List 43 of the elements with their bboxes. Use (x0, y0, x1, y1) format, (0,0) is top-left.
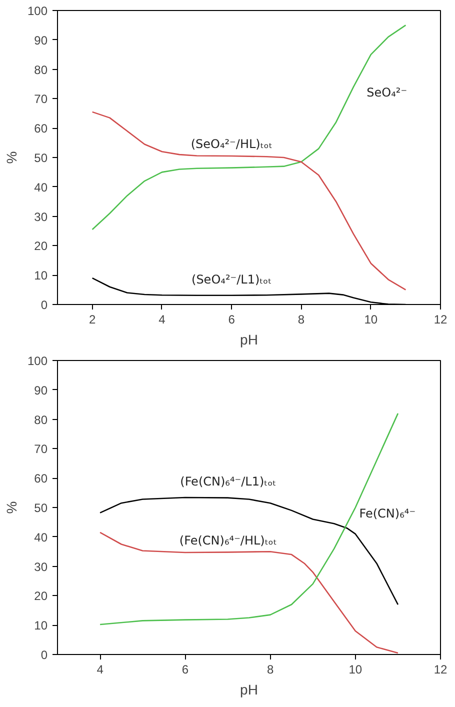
series-label: (SeO₄²⁻/HL)ₜₒₜ (190, 137, 272, 152)
y-tick-label: 0 (40, 298, 48, 312)
series-label: (Fe(CN)₆⁴⁻/HL)ₜₒₜ (179, 533, 277, 548)
x-tick-label: 8 (266, 662, 274, 676)
x-axis-title: pH (240, 682, 258, 698)
y-tick-label: 60 (34, 122, 48, 136)
y-tick-label: 0 (40, 648, 48, 662)
y-axis-title: % (3, 501, 20, 514)
x-tick-label: 12 (434, 662, 448, 676)
y-tick-label: 10 (34, 618, 48, 633)
series-label: SeO₄²⁻ (366, 86, 408, 100)
y-tick-label: 70 (34, 92, 48, 106)
x-tick-label: 4 (96, 662, 104, 676)
y-axis-title: % (3, 151, 20, 164)
x-tick-label: 10 (348, 662, 362, 676)
y-tick-label: 40 (34, 180, 48, 194)
x-tick-label: 8 (298, 312, 305, 326)
y-tick-label: 30 (34, 560, 48, 574)
x-tick-label: 12 (434, 312, 448, 326)
y-tick-label: 20 (34, 589, 48, 604)
y-tick-label: 80 (34, 62, 48, 77)
y-tick-label: 50 (34, 501, 48, 515)
y-tick-label: 90 (34, 383, 48, 398)
y-tick-label: 50 (34, 151, 48, 165)
y-tick-label: 80 (34, 412, 48, 427)
x-tick-label: 4 (158, 312, 166, 326)
series-label: (Fe(CN)₆⁴⁻/L1)ₜₒₜ (180, 474, 276, 489)
y-tick-label: 40 (34, 530, 48, 544)
y-tick-label: 100 (27, 354, 48, 368)
y-tick-label: 90 (34, 33, 48, 48)
y-tick-label: 70 (34, 442, 48, 456)
x-tick-label: 10 (364, 312, 378, 326)
y-tick-label: 10 (34, 268, 48, 283)
x-tick-label: 6 (228, 312, 236, 326)
x-axis-title: pH (240, 332, 258, 348)
y-tick-label: 30 (34, 210, 48, 224)
series-label: (SeO₄²⁻/L1)ₜₒₜ (192, 272, 272, 286)
y-tick-label: 60 (34, 472, 48, 486)
x-tick-label: 2 (88, 312, 96, 326)
series-label: Fe(CN)₆⁴⁻ (359, 506, 416, 520)
y-tick-label: 20 (34, 239, 48, 254)
x-tick-label: 6 (182, 662, 189, 676)
y-tick-label: 100 (27, 4, 48, 18)
